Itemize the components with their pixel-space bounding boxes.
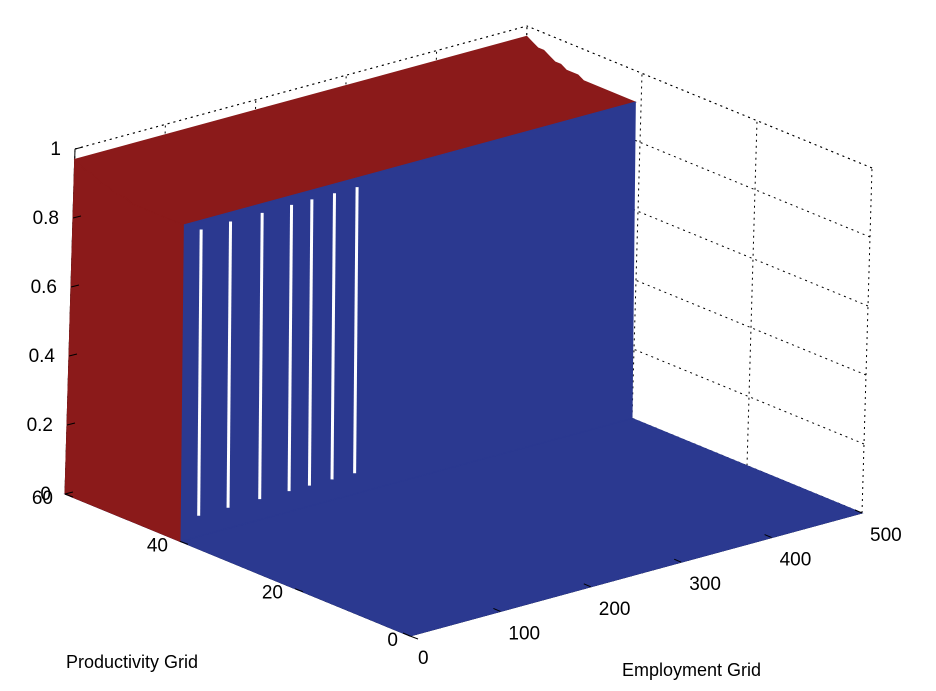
- z-tick-label: 1: [50, 139, 61, 160]
- x-tick-mark: [854, 509, 863, 514]
- y-tick-label: 40: [147, 535, 168, 556]
- x-tick-label: 0: [418, 648, 429, 669]
- x-tick-mark: [402, 632, 411, 637]
- y-tick-mark: [294, 588, 304, 593]
- y-tick-label: 0: [387, 630, 398, 651]
- grid-line-z-side: [522, 163, 869, 307]
- z-tick-mark: [64, 491, 74, 495]
- x-tick-label: 400: [780, 550, 812, 571]
- x-axis-label: Employment Grid: [622, 660, 761, 680]
- x-tick-label: 500: [870, 525, 902, 546]
- grid-line-z-side: [520, 232, 867, 376]
- surface-gap-line: [353, 187, 359, 474]
- z-tick-mark: [72, 215, 82, 219]
- surface-gap-line: [226, 221, 233, 508]
- surface-plot: [63, 35, 864, 637]
- z-tick-label: 0: [40, 484, 51, 505]
- y-tick-label: 60: [32, 488, 53, 509]
- x-tick-mark: [674, 558, 682, 563]
- x-tick-label: 300: [689, 574, 721, 595]
- y-tick-mark: [179, 540, 189, 545]
- grid-line-y-side: [861, 167, 873, 514]
- surface-gap-line: [258, 212, 264, 500]
- surface-gap-line: [307, 199, 314, 486]
- y-tick-mark: [64, 493, 74, 498]
- x-tick-mark: [583, 583, 591, 588]
- box-top-back: [74, 25, 528, 150]
- z-tick-mark: [74, 146, 84, 150]
- z-tick-mark: [68, 353, 78, 357]
- surface-gap-line: [330, 193, 336, 480]
- z-tick-mark: [66, 422, 76, 426]
- grid-line-z-side: [518, 301, 865, 445]
- surface-left-cap: [64, 158, 184, 543]
- x-tick-label: 100: [508, 623, 540, 644]
- z-tick-label: 0.2: [27, 415, 53, 436]
- grid-line-z-side: [524, 94, 871, 238]
- z-tick-label: 0.6: [31, 277, 57, 298]
- box-top-side: [526, 25, 873, 169]
- surface-gap-line: [287, 204, 294, 492]
- y-tick-mark: [409, 635, 419, 640]
- x-tick-label: 200: [599, 599, 631, 620]
- z-tick-label: 0.8: [33, 208, 59, 229]
- z-tick-mark: [70, 284, 80, 288]
- x-tick-mark: [764, 534, 772, 539]
- x-tick-mark: [493, 607, 501, 612]
- z-tick-label: 0.4: [29, 346, 56, 367]
- grid-line-y-side: [746, 120, 758, 466]
- y-tick-label: 20: [262, 583, 283, 604]
- surface-gap-line: [197, 229, 203, 516]
- y-axis-label: Productivity Grid: [66, 652, 198, 672]
